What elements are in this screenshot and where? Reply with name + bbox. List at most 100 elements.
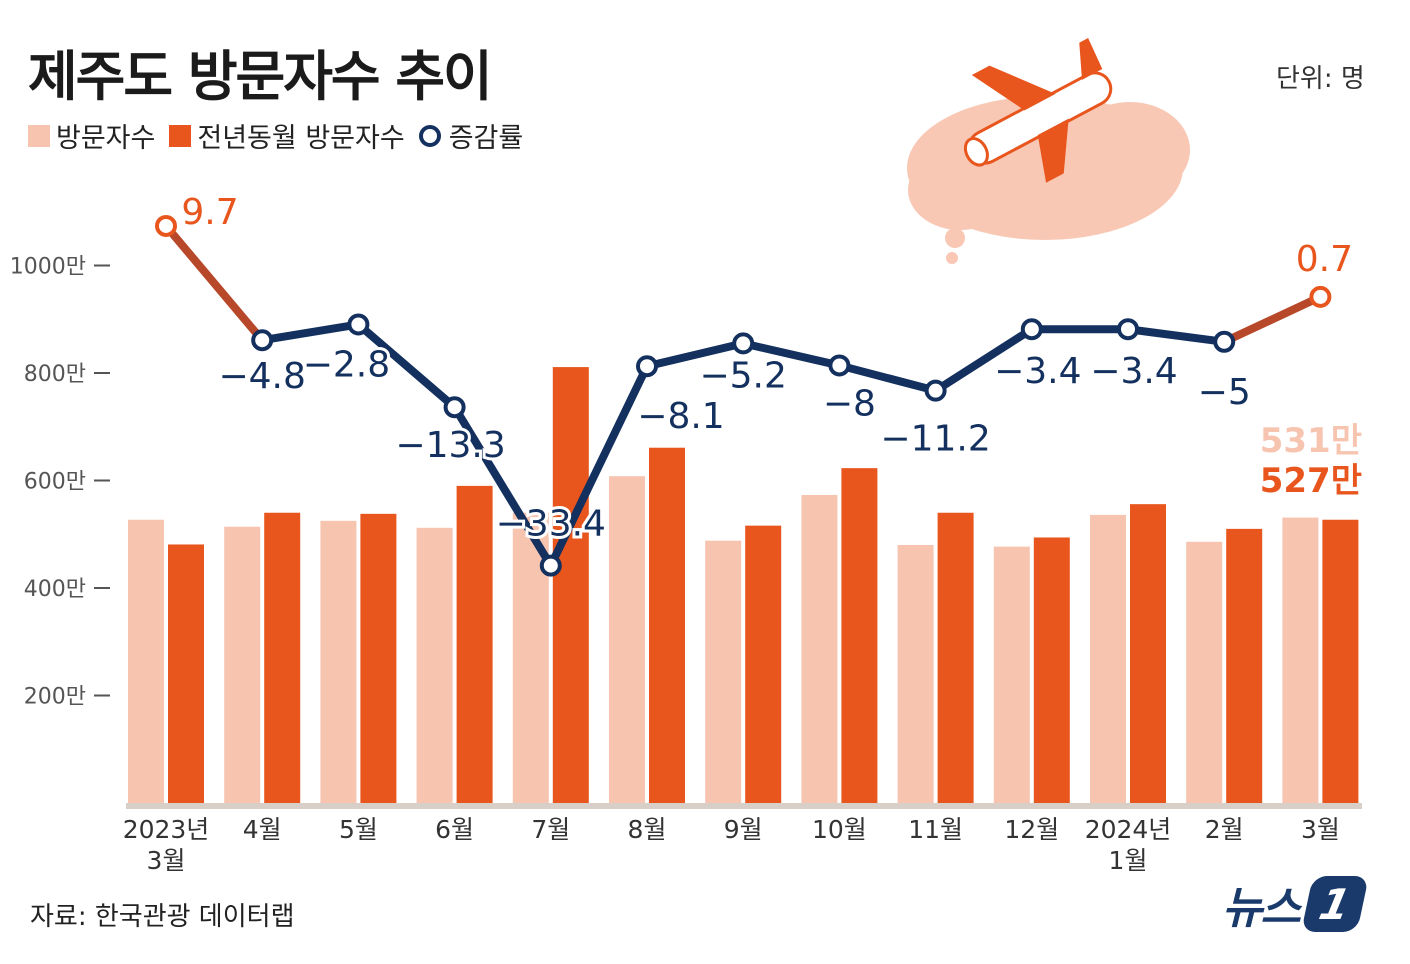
- bar-prev-year: [552, 367, 589, 803]
- rate-data-label: −4.8: [218, 356, 305, 397]
- x-tick-label-line: 3월: [147, 846, 186, 875]
- legend-item-visitors: 방문자수: [28, 116, 155, 155]
- legend-item-prev-year: 전년동월 방문자수: [169, 116, 405, 155]
- x-tick-label-line: 11월: [908, 815, 963, 844]
- y-tick-label: 1000만: [10, 255, 86, 280]
- bar-visitors: [705, 540, 742, 803]
- bar-visitors: [1090, 514, 1126, 803]
- airplane-icon: [963, 38, 1113, 183]
- bar-prev-year: [360, 513, 397, 803]
- rate-point: [828, 354, 851, 377]
- x-tick-label: 7월: [531, 815, 570, 844]
- bar-visitors: [1282, 517, 1319, 803]
- x-tick-label: 10월: [812, 815, 867, 844]
- logo-mark: 1: [1301, 876, 1369, 932]
- bar-prev-year: [745, 525, 782, 803]
- x-tick-label: 12월: [1004, 815, 1059, 844]
- y-axis: 200만 400만 600만 800만 1000만: [10, 255, 110, 710]
- rate-line-segment: [450, 403, 555, 570]
- x-tick-label-line: 8월: [628, 815, 667, 844]
- rate-data-label: −13.3: [395, 425, 505, 466]
- legend-swatch-visitors: [28, 124, 50, 147]
- x-tick-label: 6월: [435, 815, 474, 844]
- rate-point: [1020, 318, 1043, 341]
- y-tick-label: 200만: [24, 685, 86, 710]
- legend: 방문자수 전년동월 방문자수 증감률: [28, 116, 537, 155]
- x-tick-label-line: 7월: [531, 815, 570, 844]
- bar-visitors: [416, 527, 453, 803]
- rate-point: [924, 379, 947, 402]
- legend-label-visitors: 방문자수: [56, 123, 156, 154]
- y-tick-label: 400만: [24, 577, 86, 602]
- rate-point: [1309, 285, 1332, 308]
- rate-line-segment: [1124, 325, 1229, 346]
- x-tick-label-line: 4월: [243, 815, 282, 844]
- rate-point: [155, 214, 177, 237]
- news1-logo: 뉴스 1: [1222, 872, 1369, 936]
- end-label-prev-year: 527만: [1260, 461, 1362, 501]
- x-tick-label: 2023년 3월: [123, 815, 210, 875]
- x-tick-label-line: 1월: [1109, 846, 1148, 875]
- rate-line-segment: [931, 325, 1036, 395]
- bar-prev-year: [1033, 537, 1070, 803]
- rate-data-label: −3.4: [994, 351, 1081, 392]
- rate-point: [1213, 330, 1236, 353]
- rate-data-label: −5.2: [699, 355, 786, 396]
- x-tick-label: 11월: [908, 815, 963, 844]
- bar-prev-year: [1226, 528, 1263, 803]
- legend-label-rate: 증감률: [448, 123, 524, 154]
- rate-line-segment: [354, 320, 459, 412]
- rate-line-segment: [162, 221, 267, 345]
- bar-prev-year: [264, 512, 301, 803]
- x-tick-label: 4월: [243, 815, 282, 844]
- x-tick-label-line: 10월: [812, 815, 867, 844]
- bar-visitors: [128, 519, 164, 803]
- source-note: 자료: 한국관광 데이터랩: [30, 902, 295, 932]
- x-tick-label: 2월: [1205, 815, 1244, 844]
- x-tick-label: 5월: [339, 815, 378, 844]
- rate-data-label: −8.1: [637, 396, 724, 437]
- rate-point: [539, 554, 562, 577]
- rate-point: [1117, 318, 1139, 341]
- bar-prev-year: [1322, 519, 1359, 803]
- bar-visitors: [801, 495, 838, 803]
- bar-prev-year: [168, 544, 204, 803]
- rate-line-segment: [739, 339, 844, 370]
- bar-prev-year: [456, 485, 493, 803]
- y-tick-label: 600만: [24, 470, 86, 495]
- rate-point: [732, 332, 755, 355]
- rate-line-segment: [546, 362, 651, 570]
- rate-data-label: −8: [823, 383, 876, 424]
- logo-text: 뉴스: [1222, 883, 1301, 934]
- legend-swatch-prev-year: [169, 124, 192, 147]
- legend-ring-icon: [418, 124, 441, 147]
- unit-label: 단위: 명: [1276, 64, 1365, 94]
- rate-point: [443, 396, 466, 419]
- x-tick-label: 8월: [628, 815, 667, 844]
- rate-point: [636, 355, 658, 378]
- end-label-visitors: 531만: [1260, 421, 1362, 461]
- x-tick-label-line: 3월: [1301, 815, 1340, 844]
- rate-data-label: −5: [1198, 372, 1251, 413]
- bar-visitors: [320, 520, 357, 803]
- x-tick-label-line: 2월: [1205, 815, 1244, 844]
- x-tick-label-line: 2024년: [1085, 815, 1172, 844]
- rate-data-label: 9.7: [181, 192, 238, 233]
- bar-visitors: [224, 526, 261, 803]
- rate-line: 9.7−4.8−2.8−13.3−33.4−8.1−5.2−8−11.2−3.4…: [155, 189, 1356, 577]
- rate-data-label: −11.2: [880, 419, 990, 460]
- x-tick-label: 9월: [724, 815, 763, 844]
- rate-line-segment: [1220, 292, 1325, 346]
- bar-visitors: [897, 545, 934, 803]
- rate-line-segment: [835, 361, 940, 395]
- page-title: 제주도 방문자수 추이: [28, 45, 493, 108]
- x-tick-label-line: 2023년: [123, 815, 210, 844]
- x-tick-label: 2024년 1월: [1085, 815, 1172, 875]
- rate-line-segment: [643, 339, 748, 371]
- bar-visitors: [993, 546, 1030, 803]
- bar-prev-year: [1130, 504, 1166, 803]
- bar-prev-year: [649, 447, 685, 803]
- rate-point: [251, 329, 274, 352]
